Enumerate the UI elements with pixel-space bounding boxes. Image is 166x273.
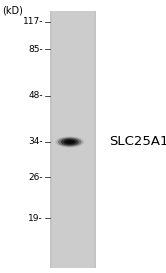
Bar bbox=[50, 11, 52, 268]
Text: 48-: 48- bbox=[29, 91, 43, 100]
Text: 26-: 26- bbox=[29, 173, 43, 182]
Text: 85-: 85- bbox=[28, 45, 43, 54]
Text: 117-: 117- bbox=[23, 17, 43, 26]
Text: 34-: 34- bbox=[29, 138, 43, 146]
Bar bbox=[50, 11, 96, 268]
Text: SLC25A11: SLC25A11 bbox=[110, 135, 166, 149]
Text: 19-: 19- bbox=[28, 214, 43, 223]
Bar bbox=[94, 11, 96, 268]
Text: (kD): (kD) bbox=[2, 5, 23, 16]
Ellipse shape bbox=[66, 140, 73, 144]
Ellipse shape bbox=[58, 138, 81, 146]
Ellipse shape bbox=[61, 138, 79, 146]
Ellipse shape bbox=[55, 136, 85, 148]
Ellipse shape bbox=[56, 137, 83, 147]
Ellipse shape bbox=[63, 140, 76, 144]
